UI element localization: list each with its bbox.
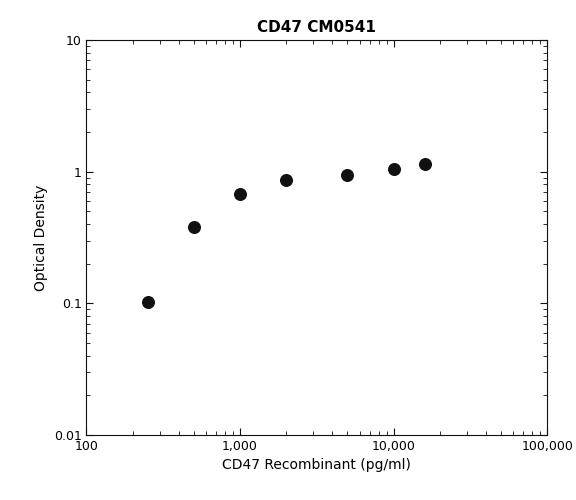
- Point: [343, 170, 352, 178]
- Title: CD47 CM0541: CD47 CM0541: [257, 20, 376, 34]
- Point: [143, 298, 152, 306]
- Point: [236, 190, 245, 198]
- X-axis label: CD47 Recombinant (pg/ml): CD47 Recombinant (pg/ml): [222, 458, 411, 472]
- Point: [282, 176, 291, 184]
- Point: [389, 165, 398, 173]
- Point: [189, 223, 198, 231]
- Y-axis label: Optical Density: Optical Density: [34, 184, 48, 290]
- Point: [420, 160, 430, 168]
